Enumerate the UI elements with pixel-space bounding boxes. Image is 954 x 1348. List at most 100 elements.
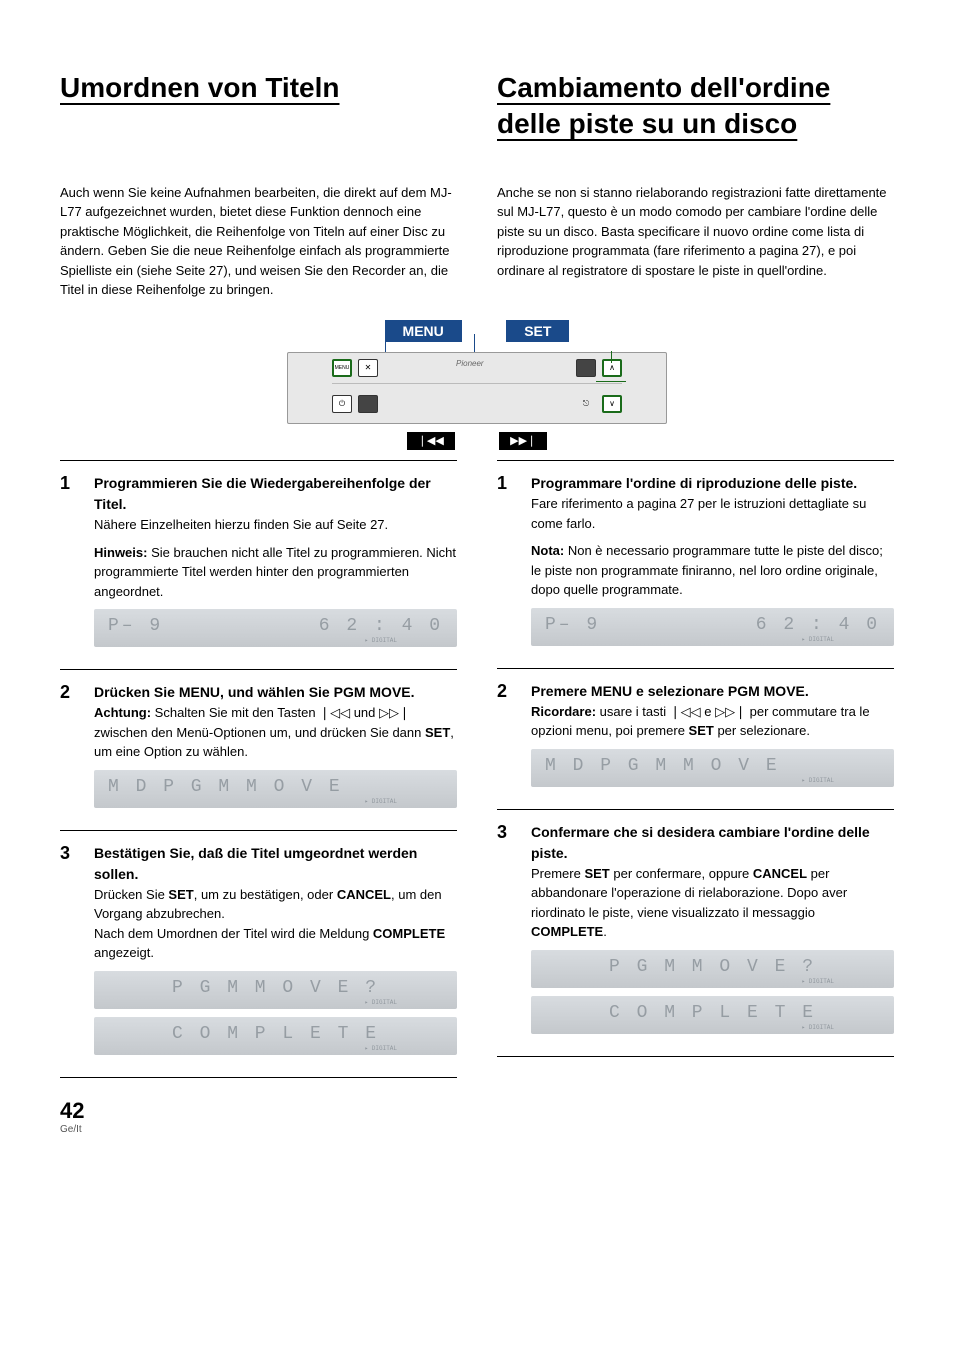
right-step-2: 2 Premere MENU e selezionare PGM MOVE. R… (497, 668, 894, 809)
end-rule (497, 1056, 894, 1057)
step-title: Programmieren Sie die Wiedergabereihenfo… (94, 473, 457, 515)
callout-hline (596, 381, 626, 382)
step-body: Bestätigen Sie, daß die Titel umgeordnet… (94, 843, 457, 1063)
set-word: SET (689, 723, 714, 738)
sub-label: Achtung: (94, 705, 151, 720)
set-word: SET (584, 866, 609, 881)
step-body: Programmare l'ordine di riproduzione del… (531, 473, 894, 654)
t: , um zu bestätigen, oder (194, 887, 337, 902)
step-body: Confermare che si desidera cambiare l'or… (531, 822, 894, 1042)
device-btn (576, 359, 596, 377)
step-number: 3 (497, 822, 517, 1042)
sub-label: Ricordare: (531, 704, 596, 719)
t: per confermare, oppure (610, 866, 753, 881)
lcd-sub: ▸ DIGITAL (802, 635, 834, 644)
next-icon: ▷▷❘ (715, 704, 746, 719)
lcd-display: P– 9 6 2 : 4 0 ▸ DIGITAL (94, 609, 457, 647)
left-step-2: 2 Drücken Sie MENU, und wählen Sie PGM M… (60, 669, 457, 830)
step-title: Premere MENU e selezionare PGM MOVE. (531, 681, 894, 702)
hint-label: Nota: (531, 543, 564, 558)
t: Premere (531, 866, 584, 881)
lcd-text: C O M P L E T E (609, 1000, 816, 1027)
t: und (350, 705, 379, 720)
step-number: 2 (497, 681, 517, 795)
hint-label: Hinweis: (94, 545, 147, 560)
step-number: 3 (60, 843, 80, 1063)
lcd-sub: ▸ DIGITAL (802, 776, 834, 785)
track-nav-row: ❘◀◀ ▶▶❘ (287, 432, 667, 450)
step-title: Bestätigen Sie, daß die Titel umgeordnet… (94, 843, 457, 885)
lcd-text: M D P G M M O V E (108, 774, 343, 801)
next-track-icon: ▶▶❘ (499, 432, 547, 450)
step-number: 1 (497, 473, 517, 654)
right-column: 1 Programmare l'ordine di riproduzione d… (497, 460, 894, 1078)
lcd-left: P– 9 (108, 613, 163, 640)
step-text: Fare riferimento a pagina 27 per le istr… (531, 494, 894, 533)
step-body: Drücken Sie MENU, und wählen Sie PGM MOV… (94, 682, 457, 816)
cancel-word: CANCEL (753, 866, 807, 881)
step-title: Programmare l'ordine di riproduzione del… (531, 473, 894, 494)
prev-track-icon: ❘◀◀ (407, 432, 455, 450)
end-rule (60, 1077, 457, 1078)
page-footer: 42 Ge/It (60, 1098, 894, 1135)
lcd-text: P G M M O V E ? (172, 975, 379, 1002)
lcd-text: C O M P L E T E (172, 1021, 379, 1048)
page-number: 42 (60, 1098, 894, 1124)
t: usare i tasti (600, 704, 670, 719)
device-btn (358, 395, 378, 413)
device-btn: ⎋ (576, 395, 596, 413)
device-body: Pioneer MENU ✕ ⏻ ∧ ⎋ ∨ (287, 352, 667, 424)
lcd-display: C O M P L E T E ▸ DIGITAL (531, 996, 894, 1034)
step-body: Programmieren Sie die Wiedergabereihenfo… (94, 473, 457, 655)
page-locale: Ge/It (60, 1124, 894, 1135)
lcd-display: C O M P L E T E ▸ DIGITAL (94, 1017, 457, 1055)
set-word: SET (168, 887, 193, 902)
t: Nach dem Umordnen der Titel wird die Mel… (94, 926, 373, 941)
title-left-text: Umordnen von Titeln (60, 70, 457, 106)
callout-line-set-inner (611, 351, 612, 363)
lcd-display: M D P G M M O V E ▸ DIGITAL (94, 770, 457, 808)
set-word: SET (425, 725, 450, 740)
device-divider (332, 383, 622, 384)
complete-word: COMPLETE (531, 924, 603, 939)
intro-row: Auch wenn Sie keine Aufnahmen bearbeiten… (60, 183, 894, 300)
device-menu-button: MENU (332, 359, 352, 377)
prev-icon: ❘◁◁ (319, 705, 350, 720)
complete-word: COMPLETE (373, 926, 445, 941)
lcd-left: P– 9 (545, 612, 600, 639)
device-btn: ⏻ (332, 395, 352, 413)
device-btn: ✕ (358, 359, 378, 377)
t: Schalten Sie mit den Tasten (155, 705, 320, 720)
title-right-text: Cambiamento dell'ordine delle piste su u… (497, 70, 894, 143)
right-step-1: 1 Programmare l'ordine di riproduzione d… (497, 460, 894, 668)
lcd-display: P G M M O V E ? ▸ DIGITAL (94, 971, 457, 1009)
left-step-3: 3 Bestätigen Sie, daß die Titel umgeordn… (60, 830, 457, 1077)
lcd-sub: ▸ DIGITAL (802, 977, 834, 986)
step-number: 2 (60, 682, 80, 816)
lcd-display: P G M M O V E ? ▸ DIGITAL (531, 950, 894, 988)
set-label: SET (506, 320, 569, 342)
hint-body: Non è necessario programmare tutte le pi… (531, 543, 883, 597)
lcd-text: P G M M O V E ? (609, 954, 816, 981)
lcd-display: M D P G M M O V E ▸ DIGITAL (531, 749, 894, 787)
step-title: Drücken Sie MENU, und wählen Sie PGM MOV… (94, 682, 457, 703)
title-left: Umordnen von Titeln (60, 70, 457, 143)
left-column: 1 Programmieren Sie die Wiedergabereihen… (60, 460, 457, 1078)
device-diagram: Pioneer MENU ✕ ⏻ ∧ ⎋ ∨ ❘◀◀ ▶▶❘ (287, 352, 667, 450)
lcd-sub: ▸ DIGITAL (365, 636, 397, 645)
brand-text: Pioneer (456, 359, 484, 368)
t: zwischen den Menü-Optionen um, und drück… (94, 725, 425, 740)
step-title: Confermare che si desidera cambiare l'or… (531, 822, 894, 864)
lcd-sub: ▸ DIGITAL (365, 1044, 397, 1053)
t: . (603, 924, 607, 939)
lcd-sub: ▸ DIGITAL (802, 1023, 834, 1032)
title-right: Cambiamento dell'ordine delle piste su u… (497, 70, 894, 143)
button-label-row: MENU SET (60, 320, 894, 342)
cancel-word: CANCEL (337, 887, 391, 902)
intro-right: Anche se non si stanno rielaborando regi… (497, 183, 894, 300)
intro-left: Auch wenn Sie keine Aufnahmen bearbeiten… (60, 183, 457, 300)
lcd-sub: ▸ DIGITAL (365, 998, 397, 1007)
device-up-button: ∧ (602, 359, 622, 377)
prev-icon: ❘◁◁ (670, 704, 701, 719)
lcd-sub: ▸ DIGITAL (365, 797, 397, 806)
